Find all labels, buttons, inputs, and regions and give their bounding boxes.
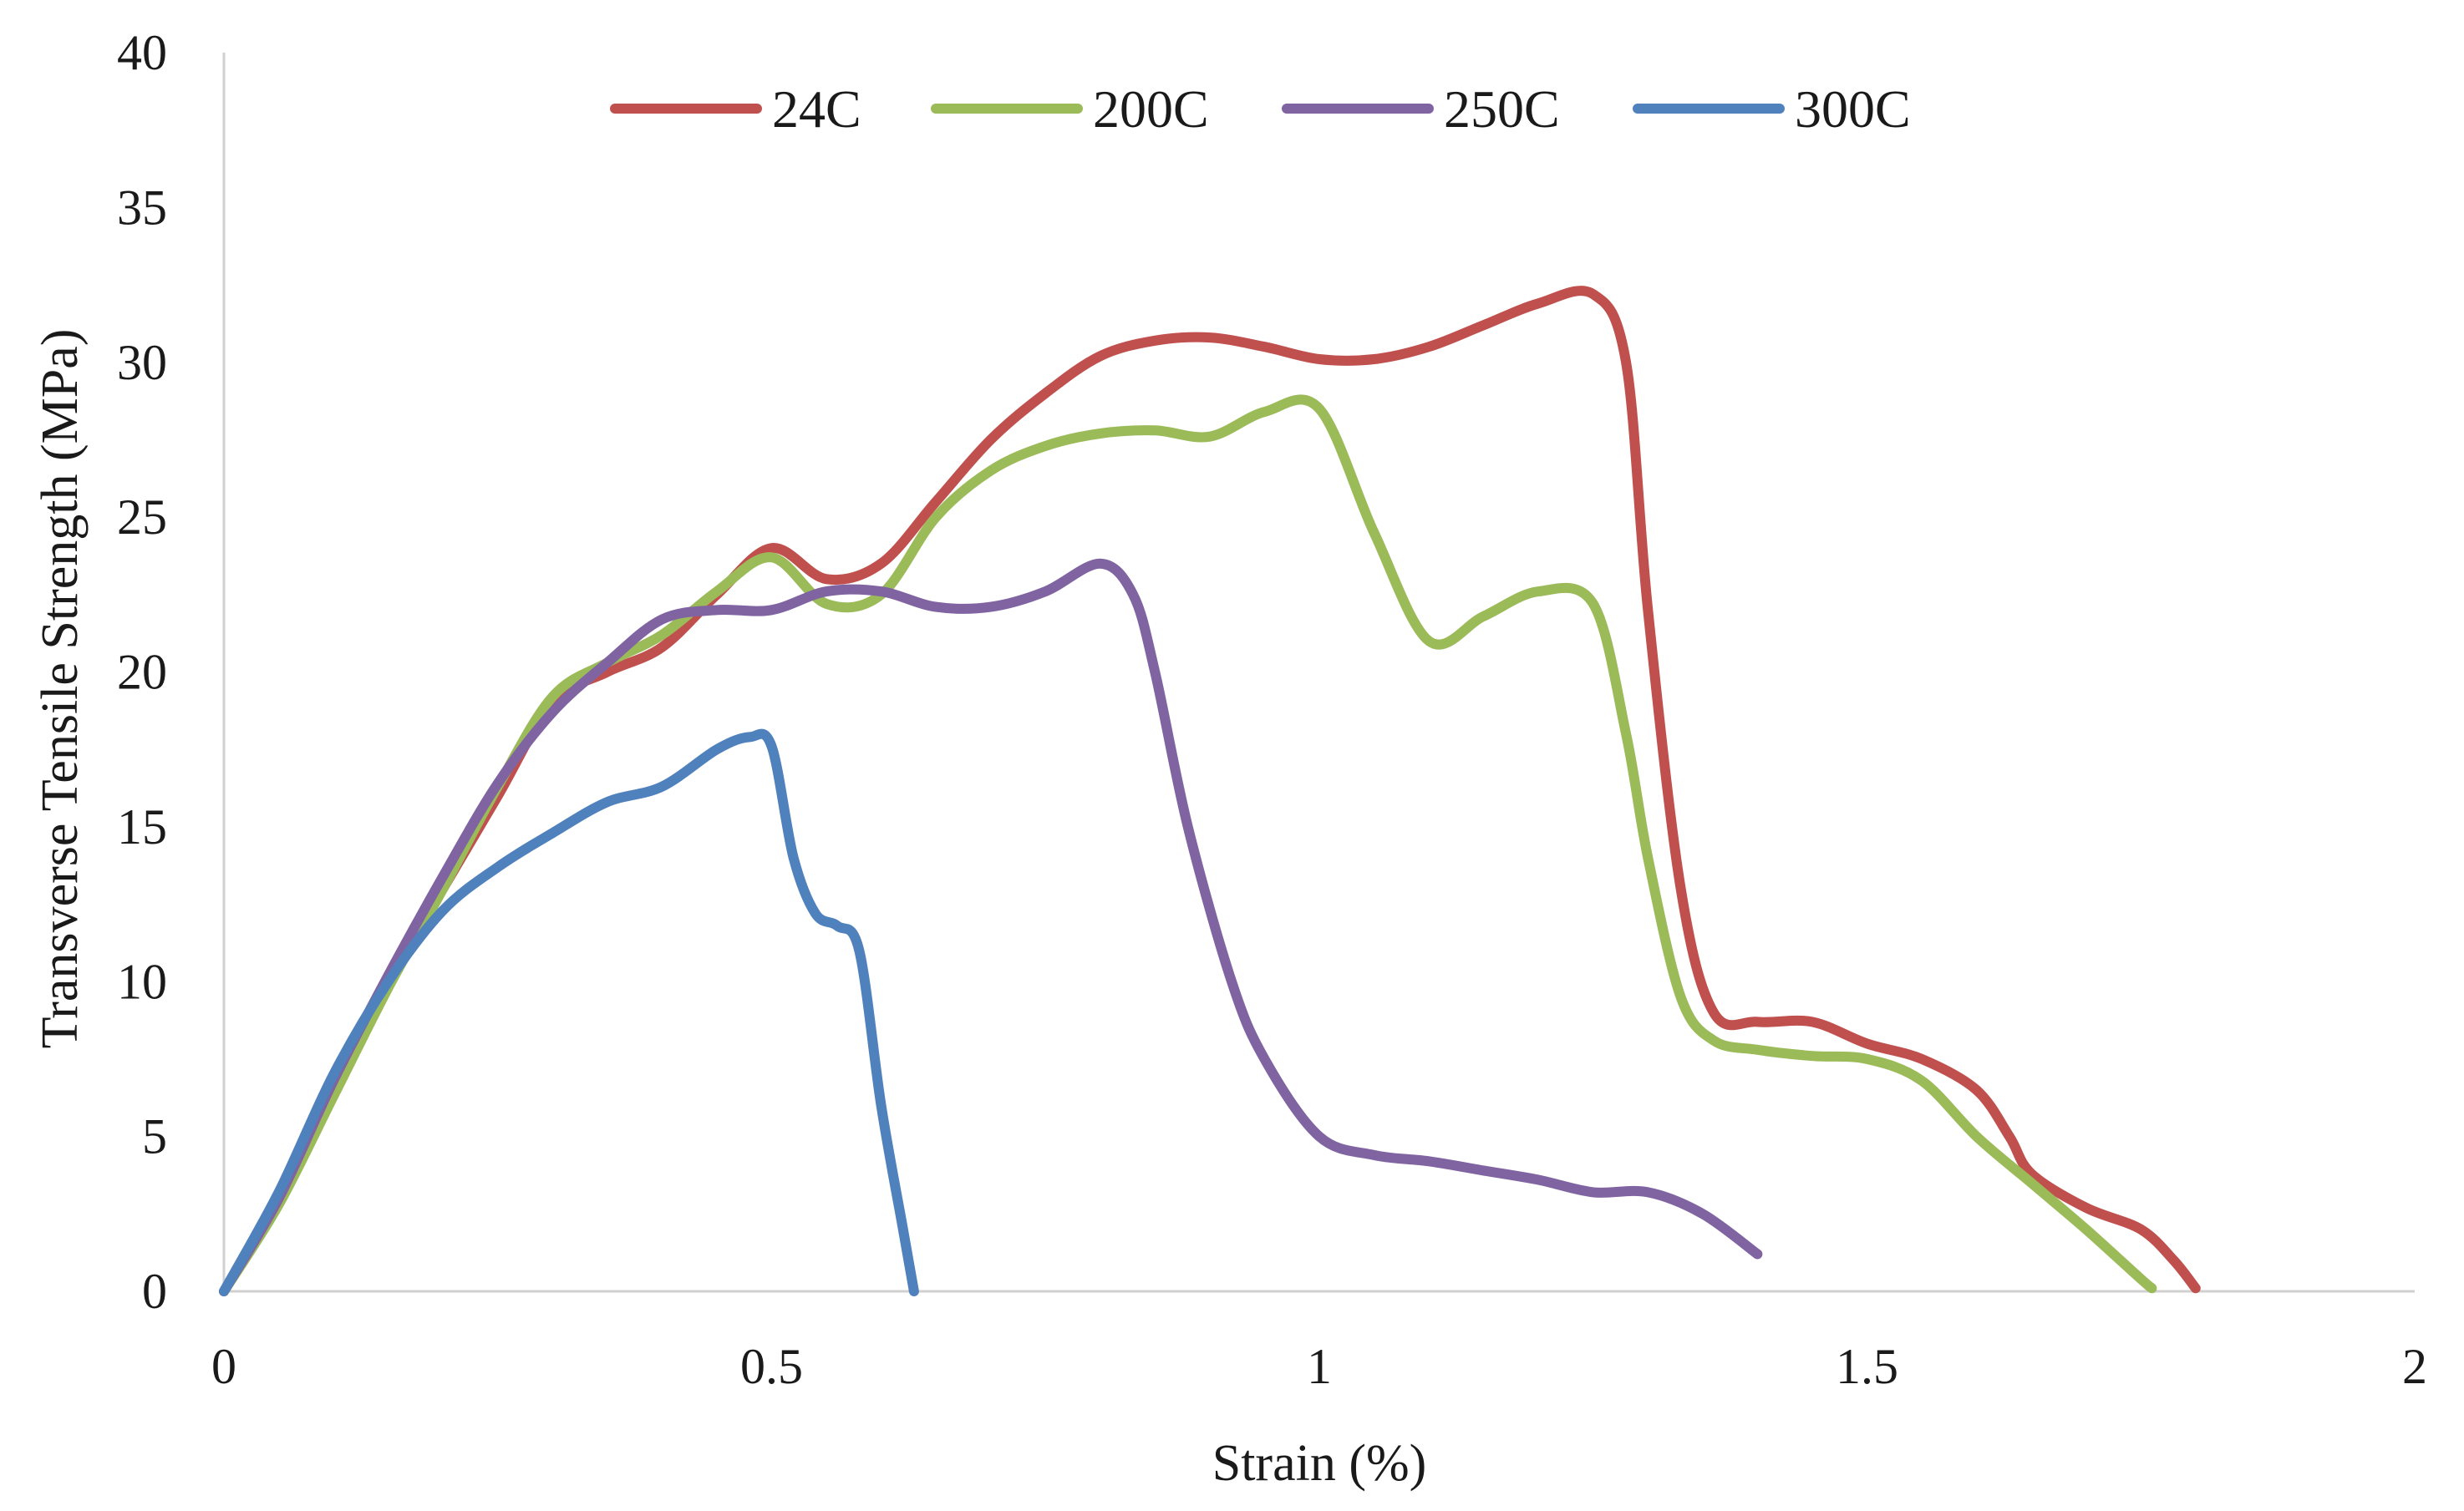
plot-area: [219, 53, 2415, 1296]
series-group: [219, 286, 2201, 1296]
y-tick-label: 15: [117, 799, 167, 854]
y-axis-title: Transverse Tensile Strength (MPa): [32, 329, 89, 1049]
y-tick-label: 35: [117, 180, 167, 235]
x-axis-title: Strain (%): [1212, 1435, 1427, 1492]
y-tick-label: 30: [117, 335, 167, 390]
legend-label-200c: 200C: [1093, 79, 1209, 139]
legend-label-24c: 24C: [772, 79, 861, 139]
y-tick-label: 20: [117, 645, 167, 700]
x-tick-label: 0.5: [740, 1339, 803, 1394]
series-line-300c: [219, 728, 919, 1296]
x-tick-label: 1.5: [1836, 1339, 1898, 1394]
legend-label-250c: 250C: [1444, 79, 1560, 139]
legend-label-300c: 300C: [1795, 79, 1911, 139]
y-tick-label: 25: [117, 489, 167, 545]
x-tick-label: 1: [1307, 1339, 1332, 1394]
y-tick-label: 10: [117, 954, 167, 1009]
y-tick-labels: 0 5 10 15 20 25 30 35 40: [117, 25, 167, 1319]
series-line-250c: [219, 558, 1763, 1296]
y-tick-label: 0: [142, 1264, 167, 1319]
y-tick-label: 40: [117, 25, 167, 80]
x-tick-label: 0: [211, 1339, 236, 1394]
x-tick-label: 2: [2402, 1339, 2427, 1394]
legend: 24C 200C 250C 300C: [610, 79, 1911, 139]
y-tick-label: 5: [142, 1109, 167, 1164]
x-tick-labels: 0 0.5 1 1.5 2: [211, 1339, 2427, 1394]
